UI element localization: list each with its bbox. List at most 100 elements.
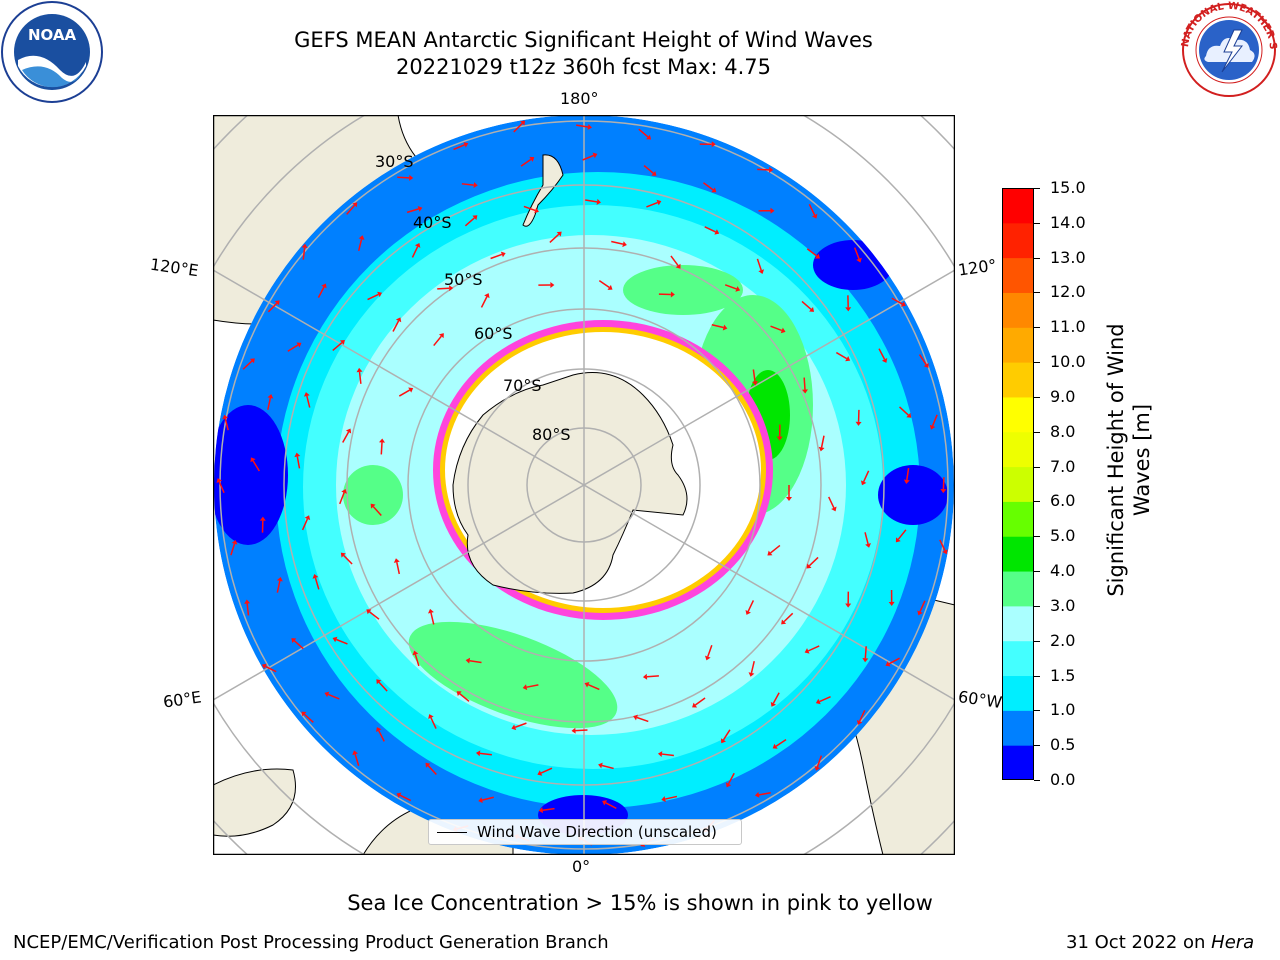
colorbar-border xyxy=(1002,188,1034,780)
colorbar-ticks: 0.0 0.5 1.0 1.5 2.0 3.0 4.0 5.0 6.0 7.0 8.0 9.0 10.0… xyxy=(1034,178,1094,789)
lat-label-40s: 40°S xyxy=(413,213,452,232)
colorbar-swatch xyxy=(1002,466,1034,502)
wave-arrow-shaft xyxy=(296,456,301,469)
wave-arrow-head xyxy=(324,691,330,698)
wave-arrow-head xyxy=(818,446,825,452)
wave-arrow-shaft xyxy=(707,645,713,657)
wave-arrow-head xyxy=(754,791,760,798)
wave-arrow-shaft xyxy=(342,431,350,443)
wave-arrow-head xyxy=(472,215,478,221)
wave-arrow-head xyxy=(303,392,310,397)
wave-arrow-head xyxy=(772,743,778,749)
wave-arrow-shaft xyxy=(469,659,482,664)
wave-arrow-head xyxy=(758,269,765,275)
wave-arrow-head xyxy=(714,229,720,235)
wave-arrow-head xyxy=(776,436,783,441)
wave-arrow-head xyxy=(465,657,471,664)
wave-arrow-shaft xyxy=(750,661,755,674)
wave-arrow-shaft xyxy=(380,442,383,455)
colorbar-tick-label: 10.0 xyxy=(1050,352,1086,372)
wave-arrow-head xyxy=(216,478,223,484)
wave-arrow-shaft xyxy=(411,246,419,258)
wave-arrow-shaft xyxy=(878,348,886,360)
colorbar-tick-mark xyxy=(1034,362,1040,364)
wave-arrow-head xyxy=(862,658,869,663)
colorbar-swatch xyxy=(1002,222,1034,259)
wave-arrow-shaft xyxy=(752,369,756,382)
wave-arrow-head xyxy=(250,457,256,463)
wave-arrow-shaft xyxy=(891,297,903,305)
wave-arrow-head xyxy=(656,199,662,206)
wave-arrow-shaft xyxy=(819,696,831,703)
wave-arrow-shaft xyxy=(293,640,304,650)
wave-arrow-head xyxy=(396,792,402,798)
wave-arrow-head xyxy=(339,340,345,345)
wave-arrow-head xyxy=(704,655,711,661)
colorbar-tick-mark xyxy=(1034,222,1040,224)
wave-arrow-head xyxy=(301,711,307,717)
wave-arrow-head xyxy=(379,438,386,443)
lat-label-50s: 50°S xyxy=(444,270,483,289)
credit-text: NCEP/EMC/Verification Post Processing Pr… xyxy=(13,932,609,953)
wave-arrow-shaft xyxy=(919,600,926,613)
wave-arrow-shaft xyxy=(783,612,794,623)
colorbar-tick-label: 0.0 xyxy=(1050,770,1076,789)
wave-arrow-shaft xyxy=(853,247,860,260)
wave-arrow-head xyxy=(903,479,910,484)
wave-arrow-head xyxy=(670,291,675,298)
colorbar xyxy=(1002,188,1034,781)
legend-line-icon xyxy=(437,831,467,833)
wave-arrow-head xyxy=(642,673,648,680)
wave-arrow-shaft xyxy=(317,286,325,298)
wave-arrow-head xyxy=(393,558,400,563)
wave-arrow-shaft xyxy=(327,693,340,700)
wave-arrow-head xyxy=(511,724,517,731)
wave-arrow-shaft xyxy=(246,603,250,616)
wave-arrow-shaft xyxy=(816,755,823,768)
wave-arrow-shaft xyxy=(611,240,624,245)
colorbar-tick-mark xyxy=(1034,710,1040,712)
wave-arrow-head xyxy=(222,414,229,420)
colorbar-tick-mark xyxy=(1034,501,1040,503)
wave-arrow-head xyxy=(409,174,414,181)
colorbar-swatch xyxy=(1002,745,1034,781)
run-date: 31 Oct 2022 on Hera xyxy=(1066,932,1255,953)
wave-arrow-shaft xyxy=(358,371,362,384)
wave-arrow-shaft xyxy=(514,722,527,728)
wave-arrow-shaft xyxy=(888,657,900,665)
antarctica-landmass xyxy=(452,372,688,594)
wave-arrow-shaft xyxy=(906,467,910,481)
wave-arrow-shaft xyxy=(576,124,589,128)
colorbar-tick-label: 9.0 xyxy=(1050,386,1076,406)
wave-arrow-shaft xyxy=(646,675,659,678)
noaa-logo: NOAA xyxy=(0,0,105,105)
colorbar-tick-mark xyxy=(1034,745,1040,747)
wave-arrow-shaft xyxy=(542,807,555,811)
wave-arrow-head xyxy=(786,497,792,501)
colorbar-swatch xyxy=(1002,327,1034,363)
colorbar-tick-label: 15.0 xyxy=(1050,178,1086,197)
wave-arrow-shaft xyxy=(265,665,277,673)
colorbar-tick-mark xyxy=(1034,327,1040,329)
wave-arrow-shaft xyxy=(643,165,654,174)
lat-label-70s: 70°S xyxy=(503,376,542,395)
wave-arrow-head xyxy=(888,601,895,606)
wave-arrow-shaft xyxy=(513,122,523,133)
machine-name: Hera xyxy=(1211,932,1255,953)
wave-arrow-shaft xyxy=(931,414,938,427)
wave-arrow-head xyxy=(231,539,238,545)
wave-arrow-head xyxy=(438,333,444,339)
wave-arrow-shaft xyxy=(346,204,356,215)
wave-arrow-shaft xyxy=(638,128,649,138)
wave-arrow-shaft xyxy=(453,144,465,151)
wave-arrow-shaft xyxy=(598,279,610,288)
wave-arrow-shaft xyxy=(806,248,818,257)
wave-arrow-shaft xyxy=(414,654,420,667)
lon-label-60e: 60°E xyxy=(161,687,203,712)
wave-arrow-head xyxy=(804,648,810,654)
colorbar-swatch xyxy=(1002,605,1034,642)
wave-arrow-shaft xyxy=(287,344,299,352)
lon-label-120w: 120° xyxy=(956,255,998,280)
wave-arrow-shaft xyxy=(747,600,755,612)
wave-arrow-head xyxy=(856,257,862,263)
